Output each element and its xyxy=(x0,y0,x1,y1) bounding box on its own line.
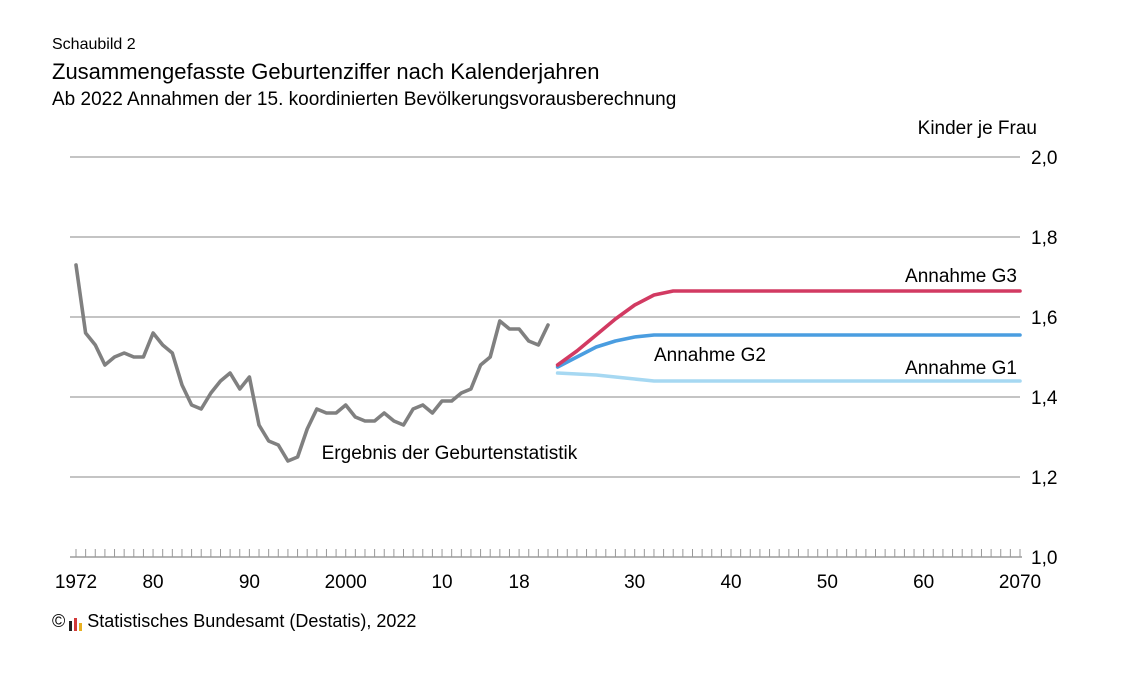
y-tick-label: 1,0 xyxy=(1031,548,1057,569)
source-line: © Statistisches Bundesamt (Destatis), 20… xyxy=(52,611,416,632)
series-line-g2 xyxy=(555,333,1022,369)
x-tick-label: 30 xyxy=(624,572,645,593)
axis-labels: 2,0 1,8 1,6 1,4 1,2 1,0 1972 80 90 2000 10 18 30 40 50… xyxy=(55,148,1058,593)
y-tick-label: 1,6 xyxy=(1031,308,1057,329)
x-tick-label: 80 xyxy=(142,572,163,593)
source-text: Statistisches Bundesamt (Destatis), 2022 xyxy=(87,611,417,631)
x-tick-label: 18 xyxy=(509,572,530,593)
y-axis-unit: Kinder je Frau xyxy=(917,118,1037,139)
copyright-symbol: © xyxy=(52,611,66,631)
x-axis xyxy=(70,549,1022,558)
series-line-g3 xyxy=(555,289,1022,367)
annotations: Annahme G3 Annahme G2 Annahme G1 Ergebnis d… xyxy=(322,266,1017,464)
y-tick-label: 1,2 xyxy=(1031,468,1057,489)
annotation-g3: Annahme G3 xyxy=(905,266,1017,287)
annotation-history: Ergebnis der Geburtenstatistik xyxy=(322,443,578,464)
destatis-logo-icon xyxy=(67,615,85,631)
series-lines xyxy=(74,263,1022,463)
y-tick-label: 2,0 xyxy=(1031,148,1057,169)
x-tick-label: 10 xyxy=(431,572,452,593)
grid-lines xyxy=(70,156,1020,478)
x-tick-label: 60 xyxy=(913,572,934,593)
series-line-history xyxy=(74,263,550,463)
series-line-g1 xyxy=(555,371,1022,383)
x-tick-label: 90 xyxy=(239,572,260,593)
x-tick-label: 2070 xyxy=(999,572,1041,593)
x-tick-label: 1972 xyxy=(55,572,97,593)
y-tick-label: 1,4 xyxy=(1031,388,1058,409)
x-tick-label: 40 xyxy=(720,572,741,593)
chart-kicker: Schaubild 2 xyxy=(52,36,136,53)
chart-title: Zusammengefasste Geburtenziffer nach Kal… xyxy=(52,59,600,84)
x-tick-label: 2000 xyxy=(325,572,367,593)
chart-subtitle: Ab 2022 Annahmen der 15. koordinierten B… xyxy=(52,89,677,110)
annotation-g2: Annahme G2 xyxy=(654,345,766,366)
x-tick-label: 50 xyxy=(817,572,838,593)
annotation-g1: Annahme G1 xyxy=(905,358,1017,379)
y-tick-label: 1,8 xyxy=(1031,228,1057,249)
